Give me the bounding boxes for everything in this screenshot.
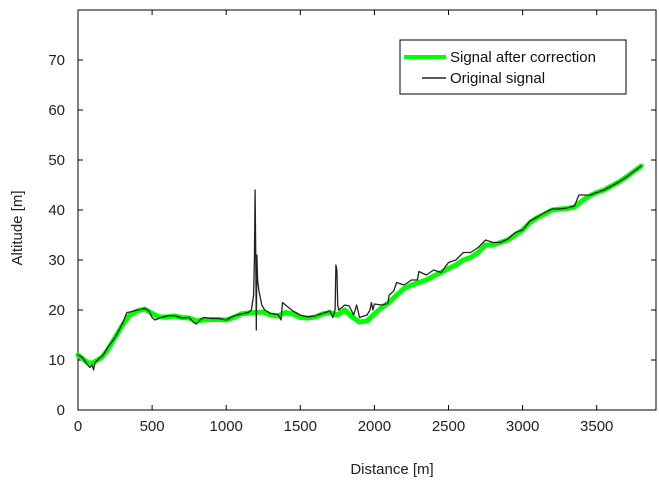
axis-ticks: 0 500 1000 1500 2000 2500 3000 3500 0 10 20 30 40 50 6… [48, 10, 656, 435]
series-line-original [77, 165, 642, 371]
legend-box [399, 39, 627, 95]
series-layer [75, 163, 644, 371]
y-axis-title: Altitude [m] [9, 190, 26, 265]
series-line-corrected [75, 163, 644, 366]
legend-label-original: Original signal [450, 70, 545, 87]
x-tick-label: 3500 [580, 418, 613, 435]
y-tick-label: 50 [48, 152, 65, 169]
x-tick-label: 2500 [432, 418, 465, 435]
x-tick-label: 0 [74, 418, 82, 435]
x-tick-label: 2000 [358, 418, 391, 435]
legend: Signal after correction Original signal [399, 39, 627, 95]
legend-label-corrected: Signal after correction [450, 49, 596, 66]
x-axis-title: Distance [m] [350, 461, 433, 478]
y-tick-label: 20 [48, 302, 65, 319]
x-tick-label: 1000 [210, 418, 243, 435]
y-tick-label: 10 [48, 352, 65, 369]
x-tick-label: 3000 [506, 418, 539, 435]
x-tick-label: 1500 [284, 418, 317, 435]
y-tick-label: 30 [48, 252, 65, 269]
y-tick-label: 0 [57, 402, 65, 419]
y-tick-label: 60 [48, 102, 65, 119]
x-tick-label: 500 [140, 418, 165, 435]
y-tick-label: 70 [48, 52, 65, 69]
y-tick-label: 40 [48, 202, 65, 219]
